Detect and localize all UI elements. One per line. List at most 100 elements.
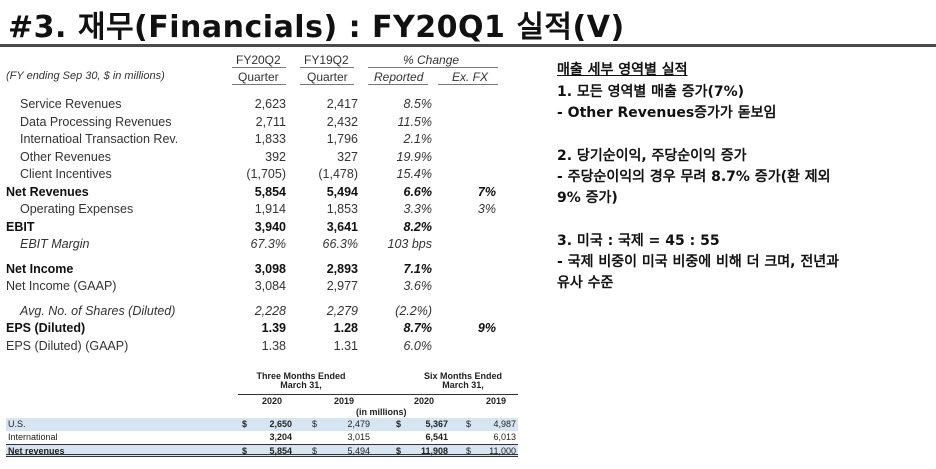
cell: (1,478): [318, 167, 358, 181]
cell: 9%: [477, 321, 496, 335]
cell: 3,084: [254, 279, 286, 293]
col-ex-fx: Ex. FX: [452, 70, 489, 84]
cell: 2,479: [347, 419, 370, 429]
row-label: EPS (Diluted): [6, 321, 86, 335]
table-row: Avg. No. of Shares (Diluted) 2,228 2,279 (2…: [6, 303, 516, 321]
currency: $: [396, 419, 402, 429]
cell: 67.3%: [250, 237, 286, 251]
cell: 2.1%: [403, 132, 433, 146]
cell: 1.28: [333, 321, 358, 335]
note-point-1-detail: - Other Revenues증가가 돋보임: [557, 105, 777, 121]
table-row: Net Income 3,098 2,893 7.1%: [6, 261, 516, 279]
cell: 6.0%: [403, 338, 433, 353]
row-label: International: [8, 432, 58, 442]
geographic-revenue-table: Three Months Ended March 31, Six Months …: [6, 372, 518, 457]
cell: 4,987: [493, 419, 516, 429]
cell: 2,893: [326, 261, 358, 276]
col-pct-change: % Change: [403, 53, 460, 67]
year-label: 2019: [334, 396, 355, 406]
row-label: Operating Expenses: [20, 202, 134, 216]
notes-heading: 매출 세부 영역별 실적: [557, 62, 688, 78]
cell: 2,228: [254, 303, 286, 318]
currency: $: [312, 446, 318, 456]
rule: [300, 67, 354, 68]
table-row: Service Revenues 2,623 2,417 8.5%: [6, 96, 516, 114]
row-label: EPS (Diluted) (GAAP): [6, 338, 129, 353]
col-fy20q2-sub: Quarter: [238, 70, 279, 84]
six-months-header: Six Months Ended March 31,: [423, 371, 502, 390]
table-row: Internatioal Transaction Rev. 1,833 1,796 2…: [6, 131, 516, 149]
cell: 66.3%: [322, 237, 358, 251]
row-label: Avg. No. of Shares (Diluted): [20, 303, 176, 318]
table-row: U.S. $ 2,650 $ 2,479 $ 5,367 $ 4,987: [6, 418, 518, 431]
geo-units: (in millions): [6, 406, 518, 418]
cell: 2,650: [269, 419, 292, 429]
row-label: Service Revenues: [20, 97, 122, 111]
note-point-1: 1. 모든 영역별 매출 증가(7%): [557, 84, 745, 100]
cell: 2,432: [326, 114, 358, 129]
row-label: Data Processing Revenues: [20, 114, 172, 129]
cell: 6.6%: [403, 184, 433, 199]
spacer: [557, 124, 932, 146]
row-label: Net Income: [6, 261, 74, 276]
table-row: Client Incentives (1,705) (1,478) 15.4%: [6, 166, 516, 184]
cell: 7.1%: [403, 261, 433, 276]
cell: 2,711: [255, 114, 286, 129]
cell: 8.5%: [403, 97, 433, 111]
rule: [232, 84, 286, 85]
rule: [300, 84, 354, 85]
table-row: International 3,204 3,015 6,541 6,013: [6, 431, 518, 444]
cell: 103 bps: [387, 237, 432, 251]
table-row: Net Revenues 5,854 5,494 6.6% 7%: [6, 184, 516, 202]
table-row: Net Income (GAAP) 3,084 2,977 3.6%: [6, 278, 516, 296]
cell: 5,854: [254, 184, 286, 199]
table-row: EPS (Diluted) 1.39 1.28 8.7% 9%: [6, 320, 516, 338]
cell: 5,494: [347, 446, 370, 456]
cell: 11,908: [420, 446, 448, 456]
row-label: Net Income (GAAP): [6, 279, 117, 293]
rule: [232, 67, 286, 68]
cell: 6,013: [493, 432, 516, 442]
table-row: EPS (Diluted) (GAAP) 1.38 1.31 6.0%: [6, 338, 516, 356]
cell: 3.3%: [403, 202, 433, 216]
cell: 2,417: [326, 97, 358, 111]
cell: 3,098: [254, 261, 286, 276]
analysis-notes: 매출 세부 영역별 실적 1. 모든 영역별 매출 증가(7%) - Other…: [557, 60, 932, 294]
row-label: EBIT: [6, 219, 35, 234]
cell: 1,833: [254, 132, 286, 146]
financial-table: (FY ending Sep 30, $ in millions) FY20Q2…: [6, 50, 516, 355]
table-row: Other Revenues 392 327 19.9%: [6, 149, 516, 167]
cell: 1.39: [261, 321, 286, 335]
cell: 1,796: [326, 132, 358, 146]
units-label: (in millions): [356, 407, 407, 417]
three-months-header: Three Months Ended March 31,: [256, 371, 346, 390]
cell: 392: [265, 149, 286, 164]
rule: [438, 84, 498, 85]
spacer: [557, 209, 932, 231]
table-row: Data Processing Revenues 2,711 2,432 11.5%: [6, 114, 516, 132]
cell: 1.31: [333, 338, 358, 353]
cell: 11,000: [489, 446, 516, 456]
geo-header: Three Months Ended March 31, Six Months …: [6, 372, 518, 394]
col-fy20q2: FY20Q2: [236, 53, 281, 67]
note-point-2: 2. 당기순이익, 주당순이익 증가: [557, 148, 747, 164]
row-label: U.S.: [8, 419, 26, 429]
cell: (2.2%): [395, 303, 432, 318]
col-fy19q2: FY19Q2: [304, 53, 349, 67]
table-header: (FY ending Sep 30, $ in millions) FY20Q2…: [6, 50, 516, 86]
currency: $: [466, 419, 472, 429]
note-point-3-detail: - 국제 비중이 미국 비중에 비해 더 크며, 전년과: [557, 254, 839, 270]
cell: 2,977: [326, 279, 358, 293]
note-point-3-detail-cont: 유사 수준: [557, 275, 614, 291]
cell: 6,541: [425, 432, 448, 442]
cell: 19.9%: [396, 149, 432, 164]
table-row: EBIT 3,940 3,641 8.2%: [6, 219, 516, 237]
note-point-2-detail: - 주당순이익의 경우 무려 8.7% 증가(환 제외: [557, 169, 831, 185]
currency: $: [396, 446, 402, 456]
row-label: Other Revenues: [20, 149, 112, 164]
cell: 3,015: [347, 432, 370, 442]
cell: 5,367: [425, 419, 448, 429]
cell: 7%: [477, 184, 496, 199]
col-reported: Reported: [374, 70, 424, 84]
table-row: Net revenues $ 5,854 $ 5,494 $ 11,908 $ …: [6, 444, 518, 457]
